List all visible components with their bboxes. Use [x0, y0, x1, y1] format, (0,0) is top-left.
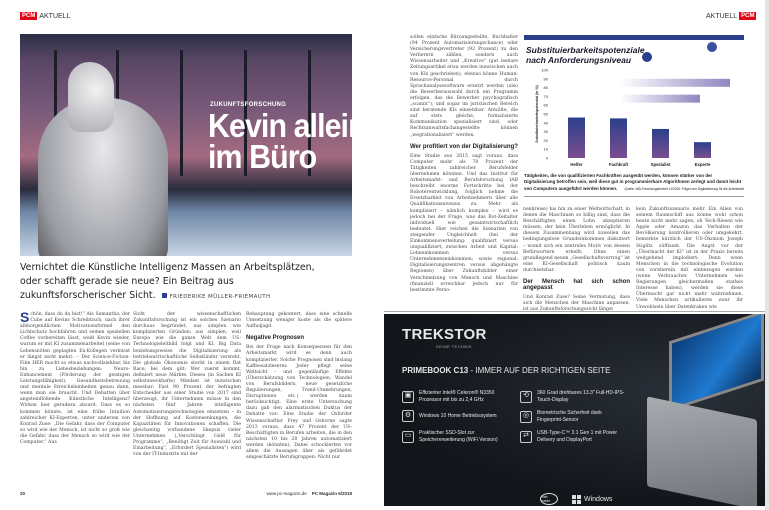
rotate-icon: ⟲: [520, 390, 532, 403]
windows-logo: Windows: [572, 495, 612, 504]
y-tick-label: 60: [544, 103, 549, 108]
feature-text: Effizienter Intel® Celeron® N3350 Prozes…: [419, 390, 495, 403]
article-title: Kevin allein im Büro: [208, 107, 352, 175]
x-tick-label: Fachkraft: [609, 162, 629, 167]
y-tick-label: 20: [544, 138, 549, 143]
feature-text: 360 Grad drehbares 13.3" Full-HD-IPS-Tou…: [537, 390, 625, 403]
ad-feature: ▭ Praktischer SSD-Slot zur Speichererweit…: [402, 430, 508, 443]
feature-text: Windows 10 Home Betriebssystem: [419, 412, 497, 419]
footer-url: www.pc-magazin.de: [266, 491, 307, 496]
divider: [384, 311, 765, 312]
y-tick-label: 70: [544, 94, 549, 99]
section-label: AKTUELL: [706, 12, 738, 20]
bar-spezialist: [652, 128, 669, 158]
body-text: Behauptung gekontert, dass eine schnelle…: [246, 312, 352, 330]
bar-helfer: [568, 117, 585, 158]
drop-cap: S: [20, 309, 30, 325]
usb-c-icon: ⇄: [520, 430, 532, 443]
chart-caption: Tätigkeiten, die von qualifizierten Fach…: [524, 173, 744, 192]
deck-text: Vernichtet die Künstliche Intelligenz Ma…: [20, 262, 315, 301]
text-column-3: kein Zukunftsszenario mehr. Ein Alien vo…: [636, 207, 743, 310]
x-tick-label: Helfer: [570, 162, 583, 167]
ssd-icon: ▭: [402, 430, 414, 443]
subheading: Wer profitiert von der Digitalisierung?: [410, 143, 518, 150]
body-text: Und Konrad Zuse? Seine Vermutung, dass s…: [523, 295, 630, 313]
bar-experte: [694, 142, 711, 158]
page-footer: www.pc-magazin.de PC Magazin 6/2018: [266, 491, 352, 496]
subheading: Negative Prognosen: [246, 335, 305, 342]
ad-slogan: DEINE TECHNIK: [436, 344, 473, 349]
feature-text: USB-Type-C™ 3.1 Gen 1 mit Power Delivery…: [537, 430, 618, 443]
ad-feature: ▣ Effizienter Intel® Celeron® N3350 Proze…: [402, 390, 508, 403]
y-tick-label: 40: [544, 120, 549, 125]
y-tick-label: 30: [544, 129, 549, 134]
text-column-3: Behauptung gekontert, dass eine schnelle…: [246, 312, 352, 461]
footer-issue: PC Magazin 6/2018: [311, 491, 352, 496]
body-text: sollen einfache Büroangestellte, Buchhal…: [410, 35, 518, 138]
windows-settings-icon: ⚙: [402, 410, 414, 422]
bar-fachkraft: [610, 118, 627, 158]
laptop-image: [639, 314, 765, 506]
cpu-icon: ▣: [402, 390, 414, 403]
trekstor-logo: TREKSTOR: [402, 326, 487, 343]
headline-rest: - IMMER AUF DER RICHTIGEN SEITE: [470, 366, 611, 375]
y-tick-label: 50: [544, 112, 549, 117]
windows-label: Windows: [584, 496, 613, 503]
ad-feature: ⚙ Windows 10 Home Betriebssystem: [402, 410, 508, 422]
y-tick-label: 90: [544, 76, 549, 81]
ad-feature: ⟲ 360 Grad drehbares 13.3" Full-HD-IPS-To…: [520, 390, 626, 403]
subheading: Der Mensch hat sich schon angepasst: [523, 279, 630, 292]
fingerprint-icon: ◎: [520, 410, 532, 423]
article-deck: Vernichtet die Künstliche Intelligenz Ma…: [20, 261, 320, 304]
ad-headline: PRIMEBOOK C13 - IMMER AUF DER RICHTIGEN …: [402, 366, 610, 375]
hero-image: ZUKUNFTSFORSCHUNG Kevin allein im Büro: [20, 34, 352, 256]
y-axis-label: Substituierbarkeitspotenzial (in %): [535, 85, 539, 142]
divider: [524, 196, 744, 197]
author-byline: FRIEDERIKE MÜLLER-FRIEMAUTH: [159, 294, 271, 300]
trekstor-advertisement[interactable]: TREKSTOR DEINE TECHNIK PRIMEBOOK C13 - I…: [384, 314, 765, 506]
page-number: 20: [20, 491, 26, 496]
body-text: Bei der Frage nach Konsequenzen für den …: [246, 345, 352, 461]
runner-figure: [707, 42, 717, 52]
section-tag: AKTUELL PCM: [706, 12, 757, 20]
windows-icon: [572, 495, 581, 504]
article-kicker: ZUKUNFTSFORSCHUNG: [210, 102, 287, 108]
caption-text: Tätigkeiten, die von qualifizierten Fach…: [524, 173, 742, 191]
brand-logo: PCM: [20, 12, 38, 20]
section-tag: PCM AKTUELL: [20, 12, 70, 20]
text-column-1: sollen einfache Büroangestellte, Buchhal…: [410, 35, 518, 294]
feature-text: Biometrische Sicherheit dank Fingerprint…: [537, 410, 602, 423]
y-tick-label: 100: [541, 68, 548, 73]
ad-feature: ⇄ USB-Type-C™ 3.1 Gen 1 mit Power Deliver…: [520, 430, 626, 443]
x-tick-label: Spezialist: [651, 162, 671, 167]
y-tick-label: 0: [546, 156, 549, 161]
text-column-2: nenkreise) bis hin zu einer Weltwirtscha…: [523, 207, 630, 314]
text-column-2: Sicht der wissenschaftlichen Zukunftsfor…: [133, 312, 241, 458]
runner-figure: [642, 52, 652, 62]
x-tick-label: Experte: [695, 162, 711, 167]
arrow-decoration: [620, 94, 700, 103]
caption-source: Quelle: IAB-Forschungsbericht 11/2015: F…: [624, 186, 744, 191]
body-text: nenkreise) bis hin zu einer Weltwirtscha…: [523, 207, 630, 273]
bar-chart: Substituierbarkeitspotenziale nach Anfor…: [524, 35, 744, 197]
feature-text: Praktischer SSD-Slot zur Speichererweite…: [419, 430, 498, 443]
chart-plot: 0 10 20 30 40 50 60 70 80 90 100 Substituierbarkeit…: [535, 42, 730, 167]
ad-feature: ◎ Biometrische Sicherheit dank Fingerprin…: [520, 410, 626, 423]
product-name: PRIMEBOOK C13: [402, 366, 469, 375]
section-label: AKTUELL: [39, 12, 71, 20]
body-text: chön, dass du da bist!“ Als Samantha, de…: [20, 312, 130, 445]
y-tick-label: 10: [544, 147, 549, 152]
brand-logo: PCM: [739, 12, 757, 20]
chart-banner: [524, 35, 744, 40]
intel-badge: intel inside: [540, 493, 558, 505]
chart-title: Substituierbarkeitspotenziale nach Anfor…: [526, 45, 645, 65]
y-tick-label: 80: [544, 85, 549, 90]
arrow-decoration: [620, 78, 730, 87]
body-text: Eine Studie aus 2015 sagt voraus, dass C…: [410, 153, 518, 293]
page-edge: [765, 0, 769, 510]
